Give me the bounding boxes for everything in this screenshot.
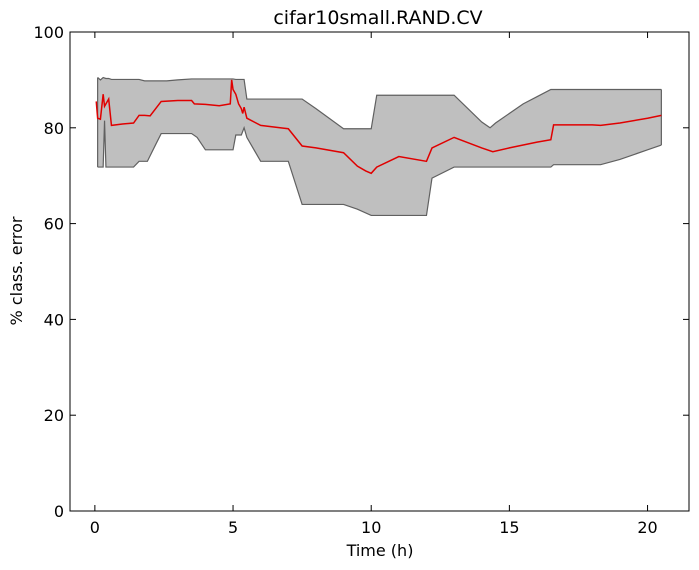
x-axis-title: Time (h) <box>346 541 414 560</box>
y-tick-label: 80 <box>44 119 64 138</box>
upper-bound-line <box>97 76 662 130</box>
lower-bound-line <box>97 120 662 217</box>
x-tick-label: 5 <box>228 518 238 537</box>
mean-error-line <box>95 79 662 175</box>
x-tick-label: 0 <box>90 518 100 537</box>
x-tick-label: 15 <box>499 518 519 537</box>
plot-frame <box>69 31 690 512</box>
y-tick-label: 60 <box>44 215 64 234</box>
y-tick-label: 0 <box>54 502 64 521</box>
x-tick-label: 10 <box>361 518 381 537</box>
y-tick-label: 20 <box>44 406 64 425</box>
error-band <box>97 77 662 216</box>
y-tick-label: 40 <box>44 310 64 329</box>
x-tick-label: 20 <box>637 518 657 537</box>
y-axis-title: % class. error <box>7 216 26 325</box>
y-tick-label: 100 <box>33 23 64 42</box>
chart-title: cifar10small.RAND.CV <box>273 7 482 29</box>
